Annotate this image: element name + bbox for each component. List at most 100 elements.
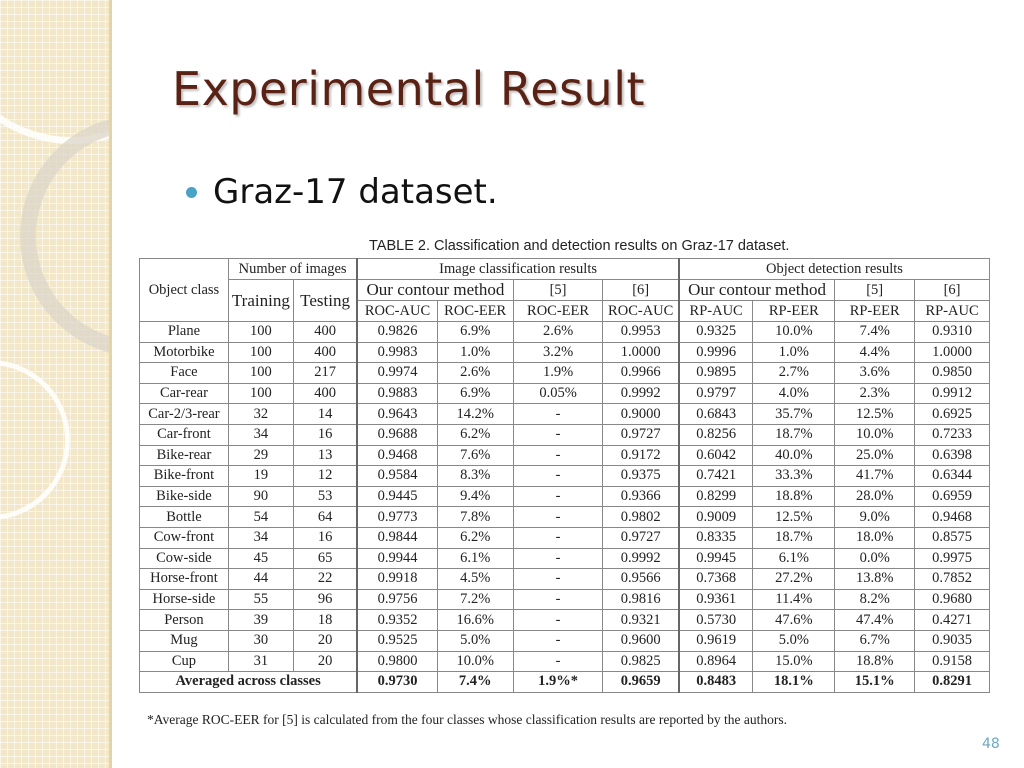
table-cell: 22 (292, 568, 358, 590)
table-cell: 0.9727 (602, 423, 680, 446)
bullet-item: Graz-17 dataset. (186, 172, 498, 212)
table-cell: 1.0000 (602, 341, 680, 364)
table-cell: Bottle (139, 506, 229, 528)
table-cell: 6.2% (436, 526, 514, 549)
table-cell: 100 (227, 382, 294, 405)
table-cell: 0.05% (512, 382, 604, 405)
header-rp-eer: RP-EER (752, 300, 836, 322)
table-cell: 0.6042 (677, 444, 754, 467)
table-cell: 5.0% (436, 629, 514, 652)
slide-title: Experimental Result (172, 62, 646, 116)
table-cell: 39 (227, 609, 294, 631)
table-cell: 400 (292, 382, 358, 405)
table-cell: 0.9816 (602, 588, 680, 611)
table-cell: 2.7% (752, 362, 836, 384)
table-cell: Bike-front (139, 465, 229, 487)
table-cell: 0.9158 (914, 650, 990, 673)
table-row: Cow-side 45 65 0.9944 6.1% -0.9992 0.9945 6.1% 0… (139, 547, 990, 570)
table-cell: 0.9375 (602, 465, 680, 487)
header-object-detection: Object detection results (677, 258, 990, 280)
table-cell: 0.6925 (914, 403, 990, 425)
table-cell: 0.9730 (356, 671, 438, 693)
table-cell: 0.9756 (356, 588, 438, 611)
table-cell: - (512, 650, 604, 673)
table-cell: 0.0% (834, 547, 916, 570)
table-cell: 0.9996 (677, 341, 754, 364)
table-cell: 0.9825 (602, 650, 680, 673)
table-cell: 47.6% (752, 609, 836, 631)
table-cell: 0.9992 (602, 382, 680, 405)
header-rp-eer: RP-EER (834, 300, 916, 322)
table-cell: 55 (227, 588, 294, 611)
table-cell: 0.9850 (914, 362, 990, 384)
header-rp-auc: RP-AUC (677, 300, 754, 322)
table-cell: 0.4271 (914, 609, 990, 631)
page-number: 48 (982, 736, 1000, 752)
table-cell: - (512, 423, 604, 446)
decorative-ring (0, 0, 112, 144)
table-cell: 7.4% (436, 671, 514, 693)
table-cell: 14 (292, 403, 358, 425)
table-cell: 19 (227, 465, 294, 487)
table-cell: 0.9310 (914, 321, 990, 343)
table-cell: 44 (227, 568, 294, 590)
table-cell: 64 (292, 506, 358, 528)
table-cell: 0.9826 (356, 321, 438, 343)
table-cell: - (512, 629, 604, 652)
table-cell: 96 (292, 588, 358, 611)
table-cell: 0.9802 (602, 506, 680, 528)
table-row-average: Averaged across classes 0.9730 7.4% 1.9%* 0.… (139, 671, 990, 693)
table-cell: 14.2% (436, 403, 514, 425)
table-row: Car-2/3-rear 32 14 0.9643 14.2% -0.9000 0.6843… (139, 403, 990, 425)
table-cell: 0.6398 (914, 444, 990, 467)
table-row: Mug 30 20 0.9525 5.0% -0.9600 0.9619 5.0% 6.7% 0.… (139, 629, 990, 652)
table-cell: 400 (292, 341, 358, 364)
table-cell: 0.9983 (356, 341, 438, 364)
table-cell: Car-rear (139, 382, 229, 405)
table-cell: 10.0% (752, 321, 836, 343)
table-row: Cow-front 34 16 0.9844 6.2% -0.9727 0.8335 18.7… (139, 526, 990, 549)
table-cell: Person (139, 609, 229, 631)
table-cell: 6.2% (436, 423, 514, 446)
table-cell: Averaged across classes (139, 671, 358, 693)
table-cell: Plane (139, 321, 229, 343)
table-row: Cup 31 20 0.9800 10.0% -0.9825 0.8964 15.0% 18.8… (139, 650, 990, 673)
table-cell: 0.7233 (914, 423, 990, 446)
table-cell: 100 (227, 341, 294, 364)
table-cell: 33.3% (752, 465, 836, 487)
table-cell: 0.8483 (677, 671, 754, 693)
table-row: Bike-rear 29 13 0.9468 7.6% -0.9172 0.6042 40.0… (139, 444, 990, 467)
table-cell: 100 (227, 362, 294, 384)
band-edge (109, 0, 112, 768)
table-cell: - (512, 506, 604, 528)
table-cell: 40.0% (752, 444, 836, 467)
table-cell: 6.9% (436, 321, 514, 343)
table-cell: 0.7368 (677, 568, 754, 590)
table-cell: Horse-side (139, 588, 229, 611)
table-cell: 18.0% (834, 526, 916, 549)
table-cell: 16.6% (436, 609, 514, 631)
table-cell: Cow-side (139, 547, 229, 570)
table-cell: 0.9366 (602, 485, 680, 508)
table-row: Bottle 54 64 0.9773 7.8% -0.9802 0.9009 12.5% 9.… (139, 506, 990, 528)
table-cell: 25.0% (834, 444, 916, 467)
table-cell: - (512, 485, 604, 508)
table-cell: 20 (292, 650, 358, 673)
table-row: Bike-front 19 12 0.9584 8.3% -0.9375 0.7421 33.… (139, 465, 990, 487)
table-cell: 0.6843 (677, 403, 754, 425)
table-cell: 27.2% (752, 568, 836, 590)
table-cell: 9.4% (436, 485, 514, 508)
table-cell: 18.8% (834, 650, 916, 673)
table-cell: 0.9680 (914, 588, 990, 611)
table-cell: 0.9000 (602, 403, 680, 425)
table-footnote: *Average ROC-EER for [5] is calculated f… (147, 712, 788, 727)
table-cell: 16 (292, 526, 358, 549)
table-row: Bike-side 90 53 0.9445 9.4% -0.9366 0.8299 18.8… (139, 485, 990, 508)
table-cell: 0.9727 (602, 526, 680, 549)
table-cell: - (512, 609, 604, 631)
table-row: Face 100 217 0.9974 2.6% 1.9% 0.9966 0.9895 2.7%… (139, 362, 990, 384)
table-cell: 0.5730 (677, 609, 754, 631)
table-cell: 10.0% (436, 650, 514, 673)
table-cell: 6.7% (834, 629, 916, 652)
table-cell: 0.9895 (677, 362, 754, 384)
